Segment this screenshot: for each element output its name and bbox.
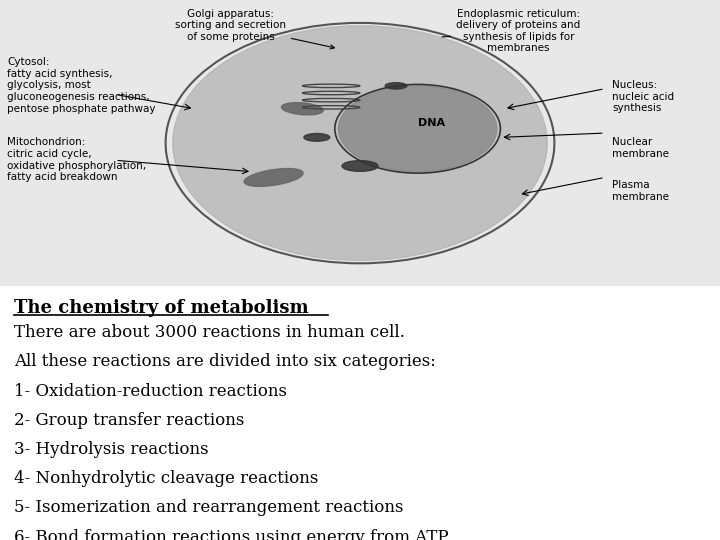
Text: Plasma
membrane: Plasma membrane (612, 180, 669, 202)
Text: There are about 3000 reactions in human cell.: There are about 3000 reactions in human … (14, 324, 405, 341)
Text: Golgi apparatus:
sorting and secretion
of some proteins: Golgi apparatus: sorting and secretion o… (175, 9, 335, 49)
Ellipse shape (282, 103, 323, 115)
Ellipse shape (304, 133, 330, 141)
Text: 6- Bond formation reactions using energy from ATP: 6- Bond formation reactions using energy… (14, 529, 454, 540)
Text: All these reactions are divided into six categories:: All these reactions are divided into six… (14, 354, 436, 370)
Text: Cytosol:
fatty acid synthesis,
glycolysis, most
gluconeogenesis reactions,
pento: Cytosol: fatty acid synthesis, glycolysi… (7, 57, 156, 113)
Text: 2- Group transfer reactions: 2- Group transfer reactions (14, 412, 245, 429)
Text: 3- Hydrolysis reactions: 3- Hydrolysis reactions (14, 441, 209, 458)
Text: Nucleus:
nucleic acid
synthesis: Nucleus: nucleic acid synthesis (612, 80, 674, 113)
Text: Mitochondrion:
citric acid cycle,
oxidative phosphorylation,
fatty acid breakdow: Mitochondrion: citric acid cycle, oxidat… (7, 137, 146, 182)
Ellipse shape (338, 86, 497, 172)
Text: 4- Nonhydrolytic cleavage reactions: 4- Nonhydrolytic cleavage reactions (14, 470, 319, 487)
Text: 5- Isomerization and rearrangement reactions: 5- Isomerization and rearrangement react… (14, 500, 409, 516)
Text: The chemistry of metabolism: The chemistry of metabolism (14, 299, 309, 317)
Ellipse shape (385, 83, 407, 89)
Ellipse shape (173, 26, 547, 260)
Text: 1- Oxidation-reduction reactions: 1- Oxidation-reduction reactions (14, 383, 287, 400)
Text: Nuclear
membrane: Nuclear membrane (612, 137, 669, 159)
Text: Endoplasmic reticulum:
delivery of proteins and
synthesis of lipids for
membrane: Endoplasmic reticulum: delivery of prote… (442, 9, 580, 53)
Text: DNA: DNA (418, 118, 446, 128)
Ellipse shape (342, 160, 378, 171)
Ellipse shape (244, 168, 303, 186)
